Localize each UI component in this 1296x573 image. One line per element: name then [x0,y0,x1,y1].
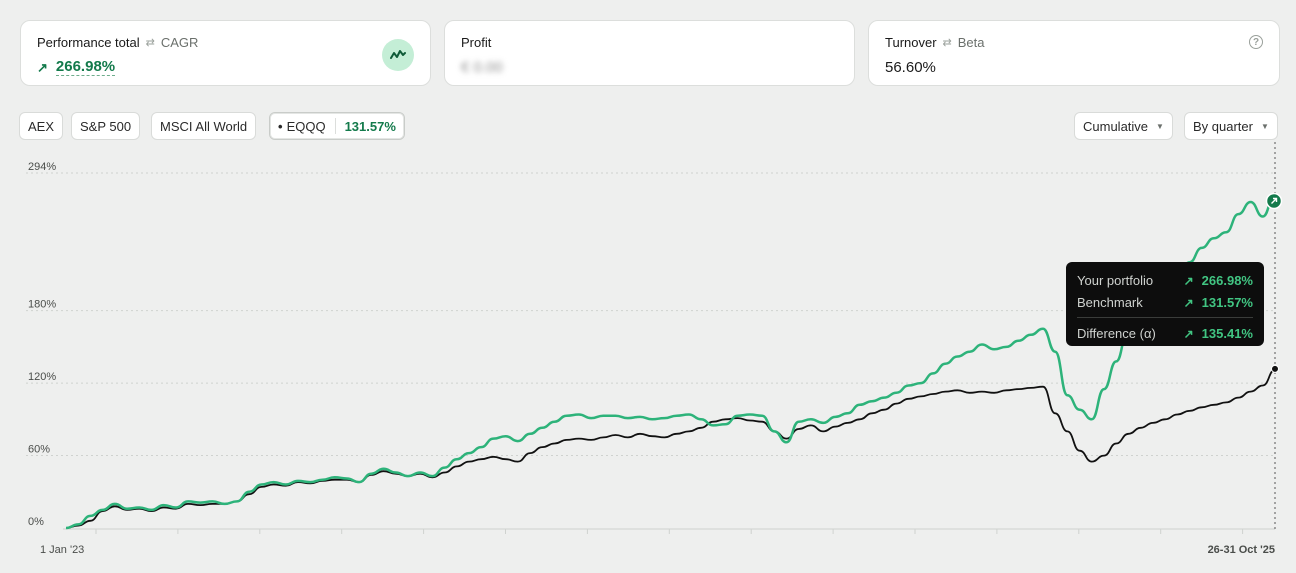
swap-icon[interactable]: ⇄ [942,37,952,49]
arrow-up-right-icon: ↗ [1183,295,1194,310]
chevron-down-icon: ▼ [1260,121,1269,131]
x-tick-label: 26-31 Oct '25 [1208,544,1275,556]
help-icon[interactable]: ? [1249,35,1263,49]
performance-value: 266.98% [55,58,116,76]
benchmark-end-marker [1271,364,1279,373]
tooltip-portfolio-label: Your portfolio [1077,272,1154,288]
chart-series [65,193,1276,530]
profit-card[interactable]: Profit € 0.00 [444,20,855,86]
benchmark-aex-label: AEX [28,118,55,134]
turnover-value-row: 56.60% [885,59,936,76]
tooltip-difference-label: Difference (α) [1077,325,1156,341]
arrow-up-right-icon [1271,197,1278,204]
x-axis: 1 Jan '23 26-31 Oct '25 [40,528,1275,556]
y-tick-label: 180% [28,299,56,311]
performance-title: Performance total [37,35,140,50]
arrow-up-right-icon: ↗ [1183,273,1194,288]
turnover-title: Turnover [885,35,937,50]
benchmark-msci-label: MSCI All World [160,118,248,134]
tooltip-benchmark-value: 131.57% [1201,294,1253,310]
period-dropdown-value: By quarter [1193,118,1253,134]
profit-title: Profit [461,35,492,50]
performance-value-row: ↗ 266.98% [37,58,116,76]
portfolio-line [65,193,1276,530]
tooltip-row-difference: Difference (α) ↗ 135.41% [1077,322,1253,344]
performance-card[interactable]: Performance total ⇄ CAGR ↗ 266.98% [20,20,431,86]
performance-card-header: Performance total ⇄ CAGR [37,35,198,50]
arrow-up-right-icon: ↗ [1183,326,1194,341]
profit-card-header: Profit [461,35,491,50]
benchmark-aex[interactable]: AEX [19,112,64,140]
benchmark-sp500-label: S&P 500 [80,118,132,134]
period-dropdown[interactable]: By quarter ▼ [1184,112,1278,140]
benchmark-msci[interactable]: MSCI All World [151,112,257,140]
mode-dropdown-value: Cumulative [1083,118,1149,134]
tooltip-divider [1077,317,1253,318]
bullet-icon: • [278,118,283,134]
x-tick-label: 1 Jan '23 [40,544,84,556]
turnover-value: 56.60% [885,59,936,76]
mode-dropdown[interactable]: Cumulative ▼ [1074,112,1173,140]
benchmark-line [65,368,1276,529]
benchmark-eqqq-value: 131.57% [344,118,396,134]
chevron-down-icon: ▼ [1156,121,1164,131]
trend-chart-icon[interactable] [382,39,414,71]
turnover-card[interactable]: Turnover ⇄ Beta 56.60% ? [868,20,1280,86]
beta-toggle[interactable]: Beta [957,35,985,50]
benchmark-eqqq-label: EQQQ [286,118,326,134]
arrow-up-right-icon: ↗ [37,59,48,75]
turnover-card-header: Turnover ⇄ Beta [885,35,985,50]
profit-value: € 0.00 [461,59,503,76]
profit-value-row: € 0.00 [461,59,503,76]
pill-divider [334,118,336,134]
y-tick-label: 60% [28,444,50,456]
y-tick-label: 294% [28,161,56,173]
y-tick-label: 0% [28,516,44,528]
chart-markers [1265,192,1283,373]
swap-icon[interactable]: ⇄ [145,37,155,49]
tooltip-row-portfolio: Your portfolio ↗ 266.98% [1077,269,1253,291]
benchmark-eqqq[interactable]: • EQQQ 131.57% [269,112,405,140]
benchmark-sp500[interactable]: S&P 500 [71,112,141,140]
chart-tooltip: Your portfolio ↗ 266.98% Benchmark ↗ 131.5… [1066,262,1264,346]
tooltip-row-benchmark: Benchmark ↗ 131.57% [1077,291,1253,313]
y-axis-ticks: 294% 180% 120% 60% 0% [28,161,56,528]
tooltip-difference-value: 135.41% [1201,325,1253,341]
cagr-toggle[interactable]: CAGR [160,35,199,50]
y-tick-label: 120% [28,371,56,383]
tooltip-portfolio-value: 266.98% [1201,272,1253,288]
tooltip-benchmark-label: Benchmark [1077,294,1143,310]
